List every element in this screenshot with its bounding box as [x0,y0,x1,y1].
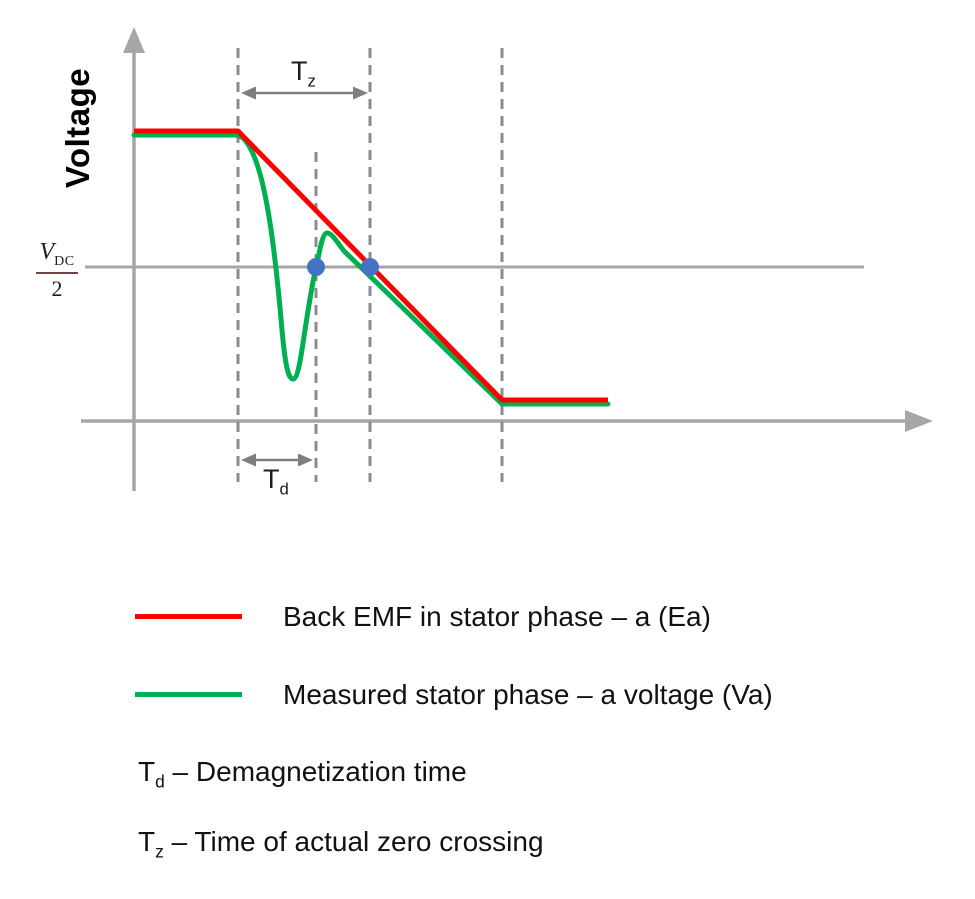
measured-voltage-line-swatch [135,692,242,697]
vdc-numerator: VDC [39,239,75,269]
zero-crossing-dot-1 [307,258,325,276]
y-axis-arrowhead [123,27,145,53]
voltage-axis-label: Voltage [59,67,96,189]
legend-item-measured-voltage: Measured stator phase – a voltage (Va) [135,678,773,711]
vdc-over-2-label: VDC 2 [33,240,81,300]
tz-arrowhead-left [241,86,256,100]
tz-annotation-label: Tz [291,56,316,91]
zero-crossing-dot-2 [361,258,379,276]
chart-canvas [81,27,933,491]
measured-voltage-curve [131,132,611,407]
legend-item-back-emf: Back EMF in stator phase – a (Ea) [135,600,711,633]
td-arrowhead-left [241,453,256,467]
td-annotation-label: Td [263,464,289,499]
tz-arrowhead-right [353,86,368,100]
back-emf-line-swatch [135,614,242,619]
note-zero-crossing-time: Tz – Time of actual zero crossing [138,826,544,862]
x-axis-arrowhead [905,410,933,432]
vdc-denominator: 2 [51,275,63,301]
note-demagnetization-time: Td – Demagnetization time [138,756,467,792]
legend-label-back-emf: Back EMF in stator phase – a (Ea) [283,600,711,632]
legend-label-measured-voltage: Measured stator phase – a voltage (Va) [283,678,773,710]
fraction-bar [36,271,78,274]
td-arrowhead-right [298,453,313,467]
